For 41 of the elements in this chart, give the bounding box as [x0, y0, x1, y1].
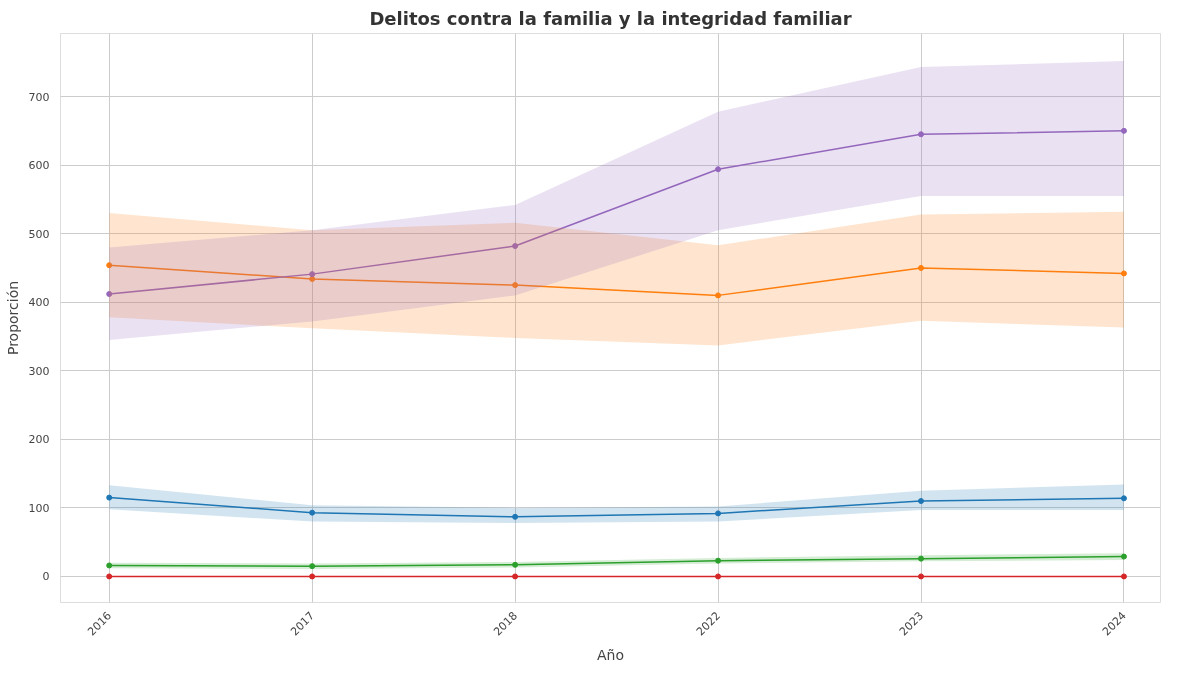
x-axis-title: Año — [596, 646, 625, 663]
point — [715, 557, 722, 564]
point — [106, 562, 113, 569]
point — [309, 509, 316, 516]
point — [106, 291, 113, 297]
point — [512, 561, 519, 568]
y-tick-label: 500 — [28, 227, 50, 241]
y-tick-label: 700 — [28, 90, 50, 104]
point — [1120, 270, 1127, 277]
point — [1120, 127, 1127, 134]
y-tick-label: 0 — [42, 570, 50, 584]
point — [918, 131, 925, 138]
point — [1120, 573, 1127, 580]
point — [918, 555, 925, 562]
point — [309, 271, 316, 278]
point — [106, 262, 113, 269]
y-tick-label: 600 — [28, 159, 50, 173]
point — [512, 573, 519, 580]
point — [309, 563, 316, 570]
point — [715, 292, 722, 299]
point — [715, 573, 722, 580]
point — [918, 498, 925, 505]
point — [512, 243, 519, 250]
point — [715, 166, 722, 173]
point — [106, 494, 113, 501]
y-tick-label: 400 — [28, 296, 50, 310]
point — [512, 282, 519, 289]
point — [106, 573, 113, 580]
point — [309, 275, 316, 282]
point — [715, 510, 722, 517]
point — [1120, 495, 1127, 502]
y-tick-label: 300 — [28, 364, 50, 378]
point — [512, 513, 519, 520]
y-tick-label: 100 — [28, 501, 50, 515]
y-tick-label: 200 — [28, 433, 50, 447]
point — [309, 573, 316, 580]
y-axis-title: Proporción — [4, 280, 21, 356]
point — [1120, 553, 1127, 560]
point — [918, 264, 925, 271]
point — [918, 573, 925, 580]
chart-title: Delitos contra la familia y la integridad familiar — [369, 7, 852, 29]
